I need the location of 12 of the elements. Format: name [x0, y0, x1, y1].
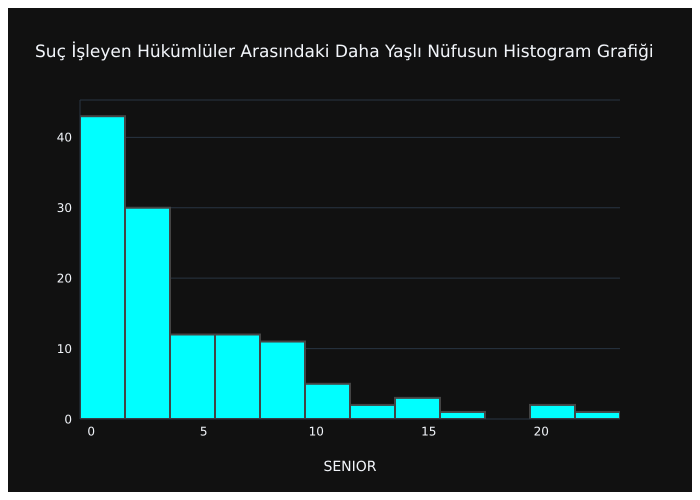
x-tick-label: 10 [308, 424, 324, 439]
x-tick-label: 15 [421, 424, 436, 439]
y-tick-label: 30 [56, 201, 72, 215]
x-tick-label: 0 [87, 424, 96, 439]
chart-title: Suç İşleyen Hükümlüler Arasındaki Daha Yaşlı Nüfusun Histogram Grafiği [35, 42, 654, 62]
x-tick-label: 5 [200, 424, 208, 439]
y-tick-label: 20 [56, 271, 72, 286]
x-axis-title: SENIOR [323, 459, 377, 475]
y-tick-label: 0 [64, 412, 72, 426]
y-tick-label: 10 [56, 342, 72, 356]
x-tick-label: 20 [534, 424, 549, 439]
y-tick-label: 40 [56, 130, 72, 145]
